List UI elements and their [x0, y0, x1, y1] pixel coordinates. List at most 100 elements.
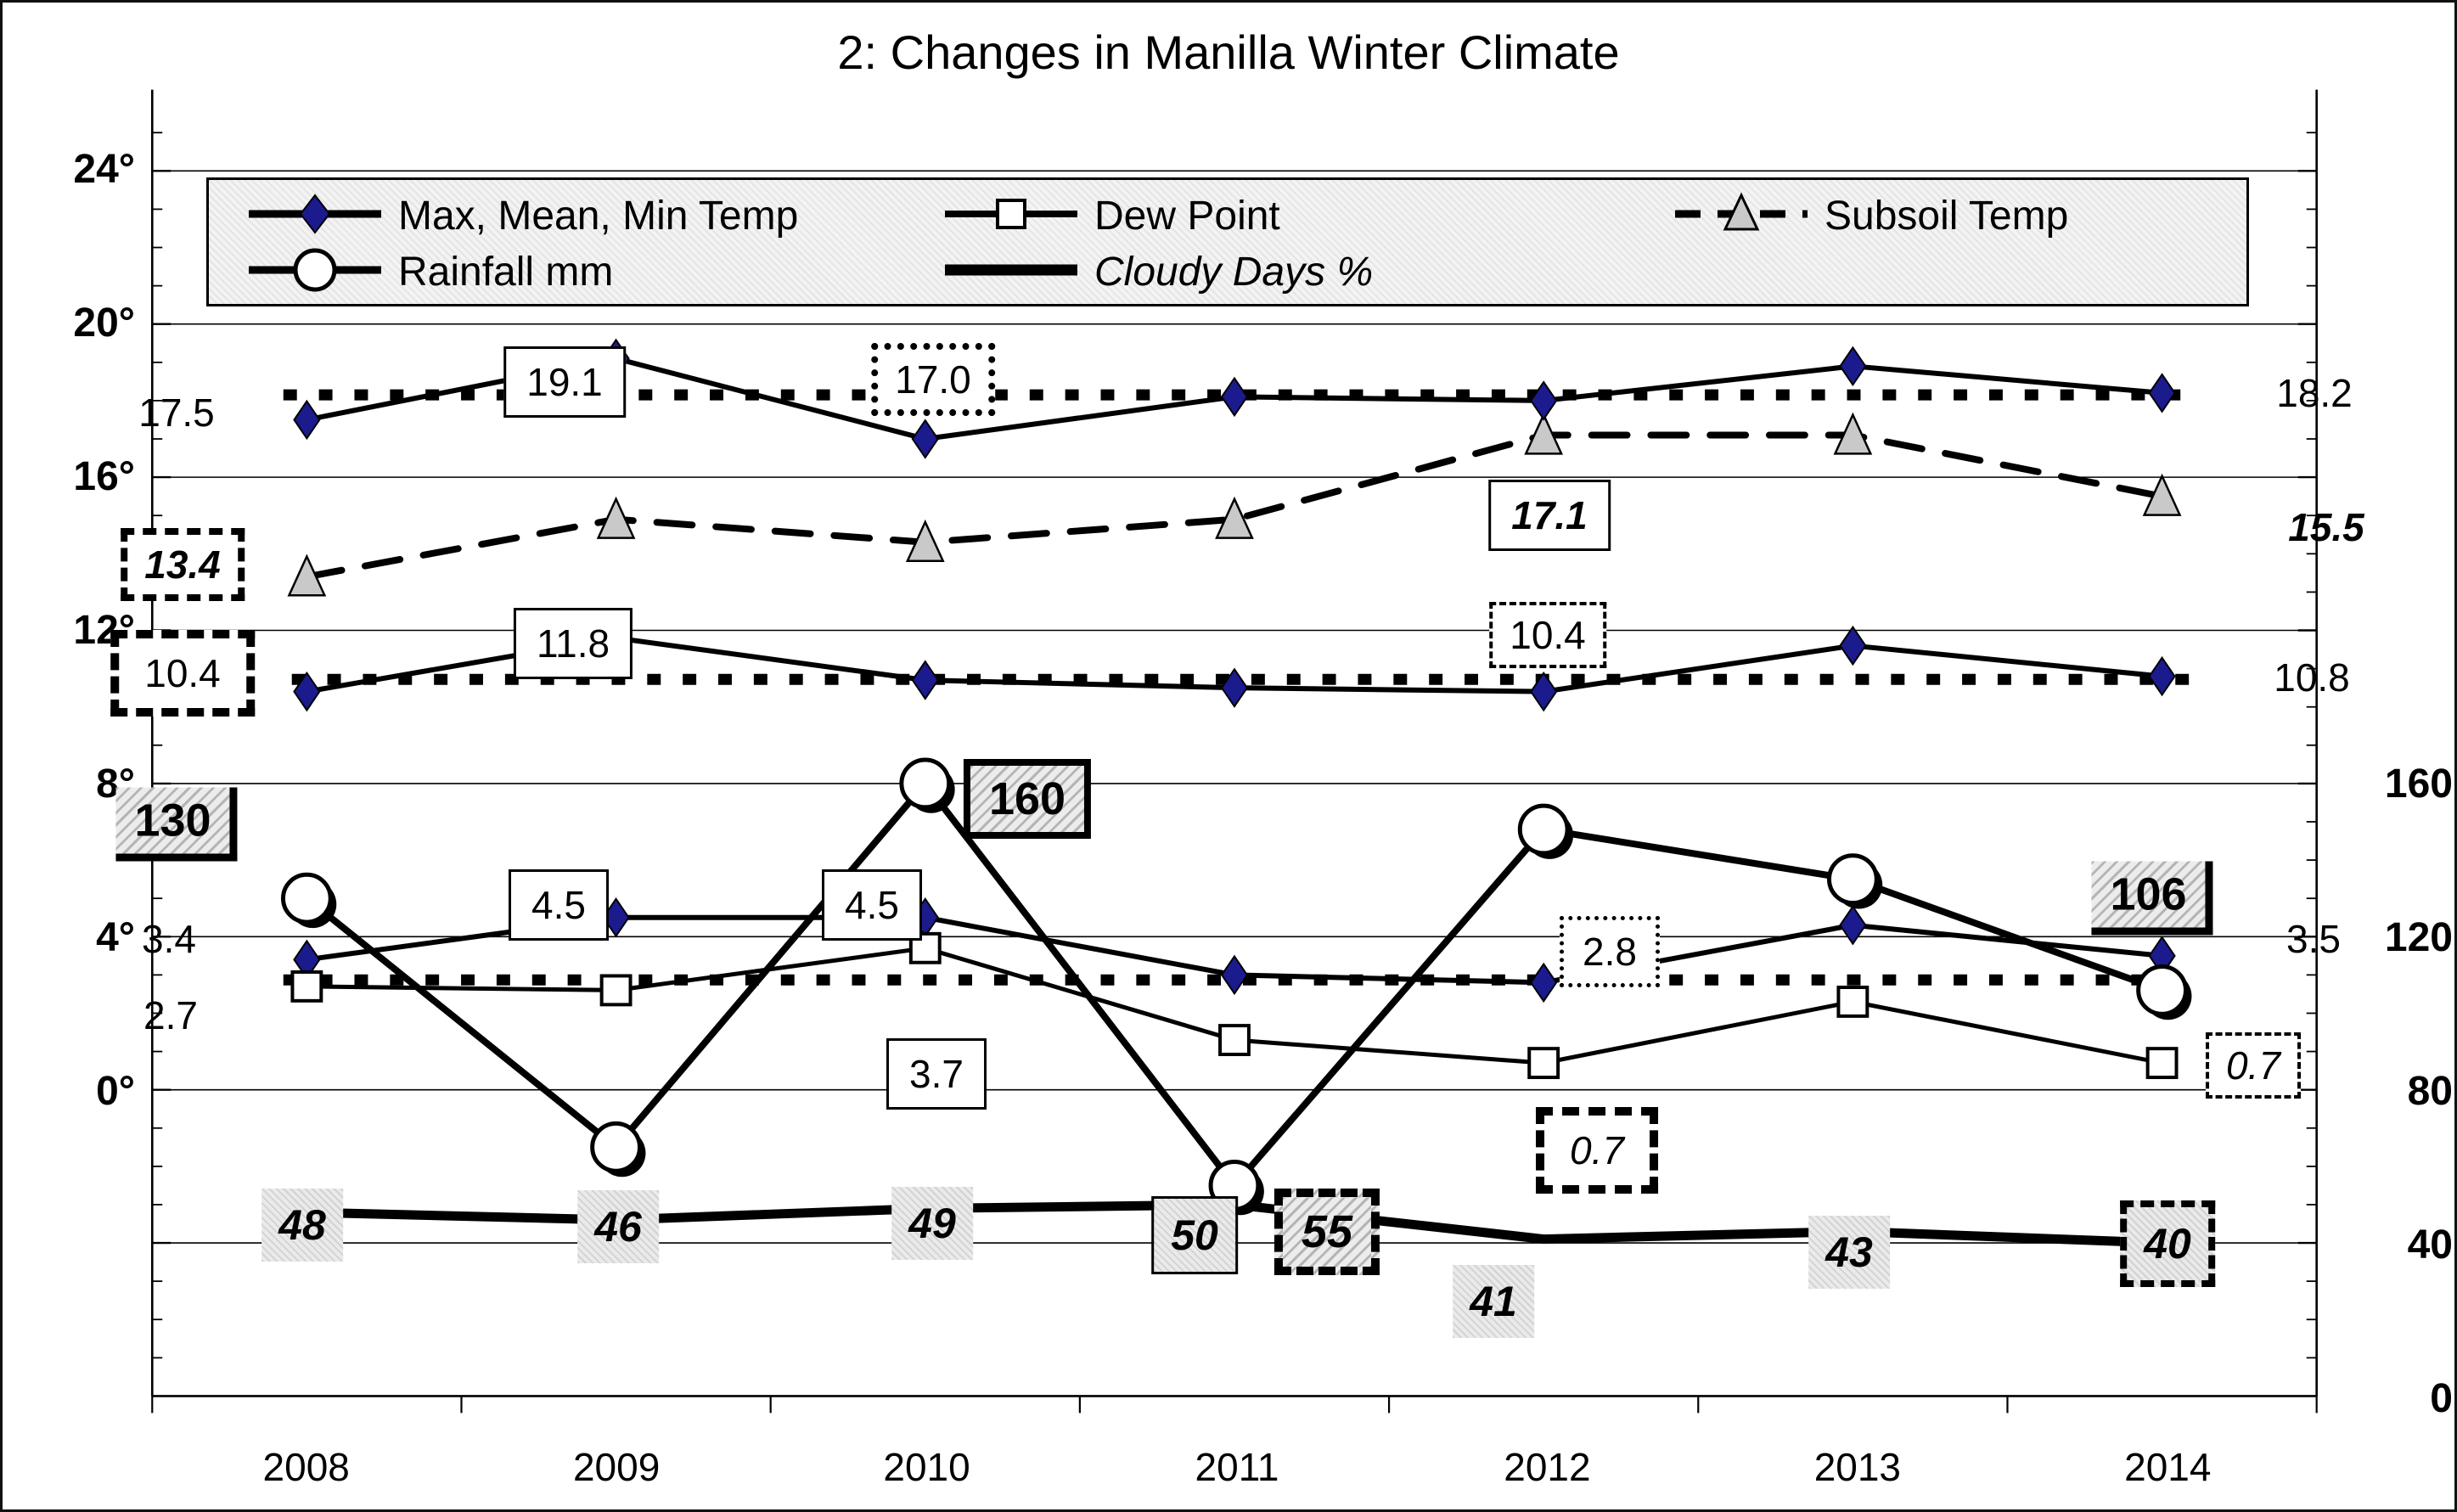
legend-item-cloudy-days-: Cloudy Days %: [943, 246, 1373, 297]
legend-label: Max, Mean, Min Temp: [398, 193, 799, 239]
legend-item-max-mean-min-temp: Max, Mean, Min Temp: [247, 190, 798, 241]
circle-marker: [590, 1121, 642, 1173]
data-label-0-7: 0.7: [2206, 1032, 2301, 1099]
data-label-18-2: 18.2: [2276, 371, 2353, 415]
legend-label: Rainfall mm: [398, 249, 614, 295]
diamond-marker: [293, 399, 321, 441]
x-axis-label-2008: 2008: [262, 1445, 350, 1489]
x-axis-label-2010: 2010: [883, 1445, 970, 1489]
diamond-marker: [1220, 954, 1249, 996]
data-label-41: 41: [1453, 1265, 1534, 1338]
data-label-3-5: 3.5: [2286, 917, 2341, 961]
triangle-marker: [287, 554, 327, 597]
circle-marker: [1826, 853, 1879, 906]
left-axis-label: 20°: [73, 301, 135, 346]
data-label-3-7: 3.7: [886, 1038, 987, 1110]
thickline-legend-icon: [943, 245, 1079, 300]
data-label-160: 160: [963, 759, 1092, 839]
x-axis-label-2012: 2012: [1504, 1445, 1591, 1489]
data-label-2-8: 2.8: [1560, 916, 1660, 987]
left-axis-label: 24°: [73, 147, 135, 192]
diamond-marker: [1220, 376, 1249, 418]
left-axis-label: 4°: [96, 915, 135, 960]
diamond-marker: [293, 671, 321, 712]
data-label-10-8: 10.8: [2274, 655, 2350, 700]
data-label-17-5: 17.5: [138, 391, 215, 435]
legend-label: Subsoil Temp: [1824, 193, 2069, 239]
legend-item-dew-point: Dew Point: [943, 190, 1280, 241]
right-axis-label: 0: [2430, 1376, 2453, 1421]
data-label-15-5: 15.5: [2288, 505, 2364, 549]
diamond-marker: [2148, 373, 2176, 413]
left-axis-label: 16°: [73, 454, 135, 499]
triangle-marker: [905, 519, 945, 562]
diamond-marker: [1530, 671, 1558, 712]
right-axis-label: 80: [2407, 1069, 2453, 1114]
chart-title: 2: Changes in Manilla Winter Climate: [837, 25, 1620, 79]
diamond-marker: [1220, 667, 1249, 708]
triangle-marker: [1524, 412, 1564, 455]
square-marker: [1527, 1047, 1560, 1080]
data-label-43: 43: [1808, 1216, 1890, 1289]
x-axis-label-2011: 2011: [1195, 1445, 1279, 1489]
right-axis-label: 120: [2384, 915, 2453, 960]
legend-label: Dew Point: [1094, 193, 1280, 239]
series-rainfall-mm: [280, 757, 2192, 1216]
data-label-46: 46: [577, 1190, 659, 1263]
square-marker: [599, 974, 633, 1007]
diamond-legend-icon: [247, 188, 383, 244]
data-label-3-4: 3.4: [142, 917, 196, 961]
circle-legend-icon: [247, 245, 383, 300]
data-label-10-4: 10.4: [1489, 602, 1606, 668]
data-label-13-4: 13.4: [121, 528, 245, 601]
data-label-106: 106: [2091, 861, 2213, 936]
left-axis-label: 0°: [96, 1069, 135, 1114]
data-label-0-7: 0.7: [1536, 1107, 1658, 1194]
right-axis-label: 160: [2384, 762, 2453, 807]
triangle-marker: [2142, 473, 2182, 516]
data-label-4-5: 4.5: [822, 869, 922, 941]
diamond-marker: [1530, 380, 1558, 421]
square-marker: [2145, 1047, 2179, 1080]
circle-marker: [1517, 803, 1570, 856]
diamond-marker: [1839, 346, 1867, 387]
diamond-marker: [911, 419, 939, 459]
x-axis-label-2014: 2014: [2124, 1445, 2212, 1489]
diamond-marker: [1530, 962, 1558, 1003]
square-marker: [1218, 1024, 1251, 1056]
square-marker: [290, 970, 323, 1003]
data-label-2-7: 2.7: [143, 993, 198, 1037]
diamond-marker: [2148, 655, 2176, 697]
data-label-55: 55: [1273, 1189, 1380, 1275]
diamond-marker: [911, 660, 939, 700]
legend-item-subsoil-temp: Subsoil Temp: [1673, 190, 2068, 241]
square-legend-icon: [943, 188, 1079, 244]
data-label-130: 130: [115, 787, 238, 862]
legend-item-rainfall-mm: Rainfall mm: [247, 246, 613, 297]
legend-label: Cloudy Days %: [1094, 249, 1374, 295]
data-label-48: 48: [261, 1189, 343, 1262]
diamond-marker: [1839, 625, 1867, 666]
data-label-40: 40: [2120, 1200, 2215, 1287]
data-label-17-0: 17.0: [871, 343, 995, 416]
x-axis-label-2009: 2009: [572, 1445, 661, 1489]
series-dew-point: [290, 931, 2179, 1080]
triangle-marker: [1833, 412, 1873, 455]
circle-marker: [899, 757, 952, 810]
triangle-legend-icon: [1673, 188, 1809, 244]
diamond-marker: [1839, 905, 1867, 946]
data-label-19-1: 19.1: [503, 346, 626, 418]
triangle-marker: [1215, 496, 1254, 539]
data-label-4-5: 4.5: [509, 869, 609, 941]
series-subsoil-temp: [287, 412, 2182, 597]
right-axis-label: 40: [2407, 1223, 2453, 1267]
x-axis-label-2013: 2013: [1813, 1445, 1902, 1489]
data-label-10-4: 10.4: [110, 630, 255, 717]
circle-marker: [2136, 964, 2188, 1016]
legend: Max, Mean, Min Temp Dew Point Subsoil Temp…: [206, 177, 2249, 306]
circle-marker: [280, 872, 333, 925]
square-marker: [1836, 986, 1869, 1018]
data-label-11-8: 11.8: [513, 608, 633, 679]
triangle-marker: [596, 496, 636, 539]
